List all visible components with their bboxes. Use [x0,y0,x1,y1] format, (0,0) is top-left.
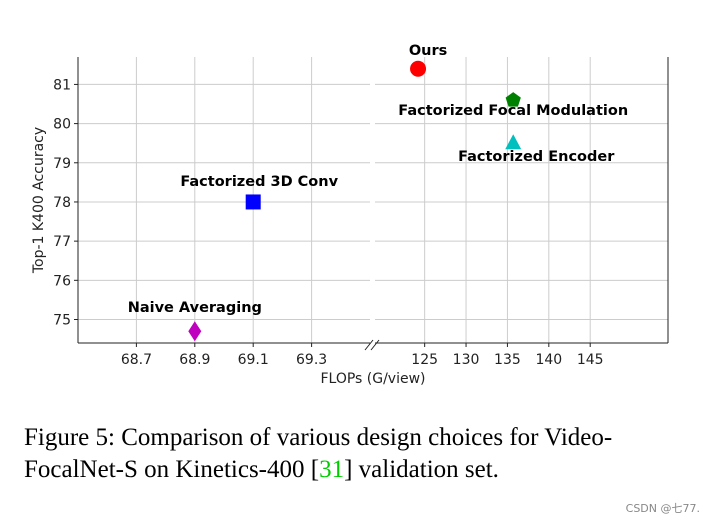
point-label: Factorized Encoder [458,149,615,165]
x-tick-label: 135 [494,352,521,368]
x-tick-label: 69.3 [296,352,327,368]
caption-line1: Figure 5: Comparison of various design c… [24,424,612,451]
x-tick-label: 145 [577,352,604,368]
caption-line2: FocalNet-S on Kinetics-400 [31] validati… [24,456,499,483]
watermark: CSDN @七77. [626,502,700,515]
caption-ref[interactable]: 31 [319,456,344,483]
x-tick-label: 140 [535,352,562,368]
point [505,134,522,150]
x-tick-label: 68.9 [179,352,210,368]
point [188,321,202,342]
point-label: Factorized Focal Modulation [398,103,628,119]
y-tick-label: 80 [53,117,71,133]
x-tick-label: 130 [453,352,480,368]
x-axis-label: FLOPs (G/view) [320,371,425,387]
caption-text: ] validation set. [344,456,499,483]
point-label: Ours [409,43,447,59]
point-label: Factorized 3D Conv [180,174,338,190]
y-tick-label: 76 [53,273,71,289]
axis-break [364,339,380,351]
x-tick-label: 69.1 [238,352,269,368]
y-tick-label: 81 [53,77,71,93]
y-tick-label: 75 [53,312,71,328]
x-tick-label: 125 [411,352,438,368]
y-tick-label: 77 [53,234,71,250]
point [245,194,261,210]
y-tick-label: 78 [53,195,71,211]
caption-text: FocalNet-S on Kinetics-400 [ [24,456,319,483]
point [505,92,521,107]
point-label: Naive Averaging [128,300,262,316]
point [410,60,427,77]
y-axis-label: Top-1 K400 Accuracy [31,127,47,274]
x-tick-label: 68.7 [121,352,152,368]
y-tick-label: 79 [53,156,71,172]
